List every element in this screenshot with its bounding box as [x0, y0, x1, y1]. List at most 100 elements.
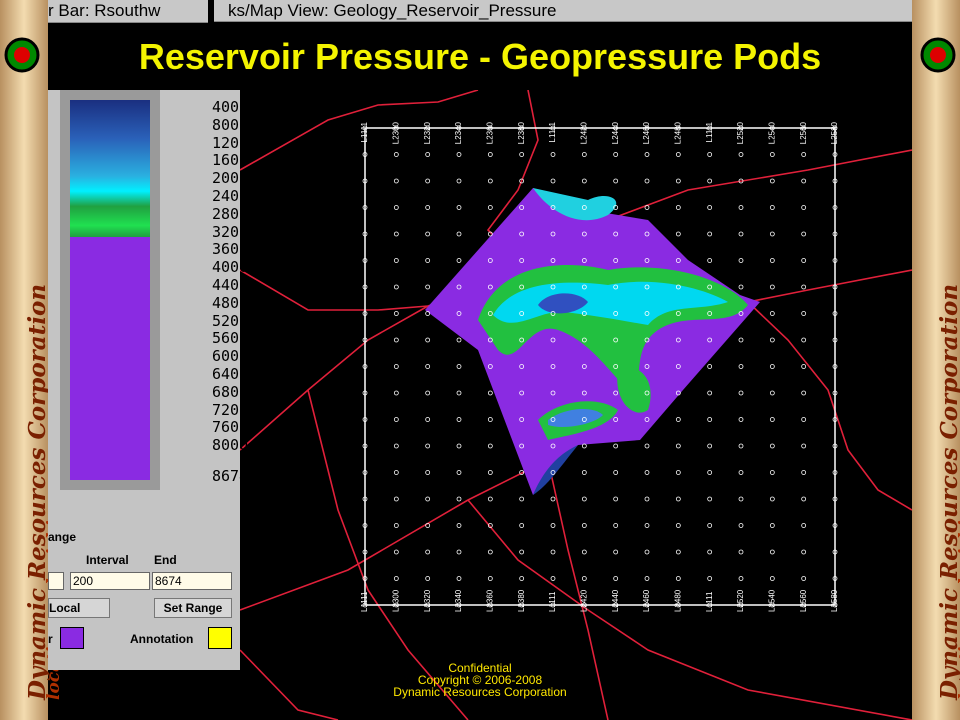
- grid-point: [581, 602, 587, 608]
- grid-point: [393, 470, 399, 475]
- grid-point: [550, 523, 556, 528]
- grid-point: [456, 231, 462, 237]
- grid-point: [644, 258, 650, 263]
- grid-point: [832, 417, 838, 422]
- grid-point: [362, 417, 368, 422]
- grid-point: [832, 576, 838, 581]
- color-bar-label: 6800: [212, 382, 249, 401]
- grid-point: [613, 470, 619, 475]
- grid-point: [738, 602, 744, 608]
- grid-point: [675, 337, 681, 343]
- end-field[interactable]: 8674: [152, 572, 232, 590]
- grid-point: [550, 337, 556, 343]
- grid-point: [644, 417, 650, 422]
- column-label: L2520: [736, 589, 745, 612]
- grid-point: [487, 311, 493, 316]
- grid-point: [519, 364, 525, 369]
- grid-point: [581, 258, 587, 263]
- grid-point: [519, 523, 525, 528]
- interval-field[interactable]: 200: [70, 572, 150, 590]
- grid-point: [769, 125, 775, 131]
- color-bar-label: 2000: [212, 169, 249, 188]
- grid-point: [550, 231, 556, 237]
- grid-point: [456, 523, 462, 528]
- grid-point: [519, 311, 525, 316]
- color-swatch[interactable]: [60, 627, 84, 649]
- grid-point: [362, 231, 368, 237]
- grid-point: [738, 417, 744, 422]
- column-label: L2460: [642, 121, 651, 144]
- grid-point: [581, 311, 587, 316]
- grid-point: [613, 258, 619, 263]
- color-panel: 400 800 1200 1600 2000 2400 2800 3200 3600 4000 44…: [48, 90, 248, 670]
- column-label: L1111: [360, 591, 369, 612]
- grid-point: [550, 470, 556, 475]
- mode-dropdown[interactable]: Local: [48, 598, 110, 618]
- grid-point: [613, 602, 619, 608]
- start-field[interactable]: [48, 572, 64, 590]
- grid-point: [519, 231, 525, 237]
- grid-point: [644, 443, 650, 449]
- column-label: L2540: [767, 589, 776, 612]
- grid-point: [738, 470, 744, 475]
- grid-point: [487, 523, 493, 528]
- grid-point: [456, 417, 462, 422]
- column-label: L2560: [799, 589, 808, 612]
- column-label: L2460: [642, 589, 651, 612]
- grid-point: [707, 390, 713, 396]
- grid-point: [487, 284, 493, 290]
- grid-point: [487, 602, 493, 608]
- grid-point: [644, 390, 650, 396]
- grid-point: [707, 178, 713, 184]
- grid-point: [644, 205, 650, 210]
- grid-point: [425, 602, 431, 608]
- grid-point: [769, 178, 775, 184]
- grid-point: [769, 523, 775, 528]
- column-label: L2320: [423, 121, 432, 144]
- grid-point: [487, 390, 493, 396]
- grid-point: [581, 364, 587, 369]
- grid-point: [519, 125, 525, 131]
- grid-point: [393, 258, 399, 263]
- grid-point: [613, 523, 619, 528]
- grid-point: [801, 390, 807, 396]
- grid-point: [832, 284, 838, 290]
- grid-point: [456, 337, 462, 343]
- grid-point: [707, 258, 713, 263]
- color-bar-label: 3200: [212, 222, 249, 241]
- column-label: L2520: [736, 121, 745, 144]
- grid-point: [393, 364, 399, 369]
- grid-point: [613, 231, 619, 237]
- annotation-label: Annotation: [130, 632, 194, 646]
- end-label: End: [154, 553, 177, 567]
- grid-point: [832, 125, 838, 131]
- grid-point: [550, 125, 556, 131]
- grid-point: [425, 152, 431, 157]
- tagline: locating replenishing reserves: [956, 410, 960, 700]
- grid-point: [801, 125, 807, 131]
- grid-point: [550, 205, 556, 210]
- grid-point: [393, 152, 399, 157]
- color-bar-label: 400: [212, 98, 240, 116]
- grid-point: [613, 205, 619, 210]
- grid-point: [675, 470, 681, 475]
- grid-point: [738, 443, 744, 449]
- grid-point: [550, 390, 556, 396]
- grid-point: [425, 258, 431, 263]
- grid-point: [769, 602, 775, 608]
- grid-point: [362, 178, 368, 184]
- grid-point: [550, 576, 556, 581]
- set-range-button[interactable]: Set Range: [154, 598, 232, 618]
- grid-point: [581, 337, 587, 343]
- grid-points: [362, 125, 838, 608]
- annotation-swatch[interactable]: [208, 627, 232, 649]
- grid-point: [393, 337, 399, 343]
- grid-point: [362, 390, 368, 396]
- grid-point: [707, 337, 713, 343]
- column-label: L1111: [360, 121, 369, 142]
- column-label: L2300: [391, 589, 400, 612]
- grid-point: [832, 390, 838, 396]
- footer-line: Dynamic Resources Corporation: [393, 685, 567, 699]
- right-banner: Dynamic Resources Corporation locating r…: [912, 0, 960, 720]
- grid-point: [738, 231, 744, 237]
